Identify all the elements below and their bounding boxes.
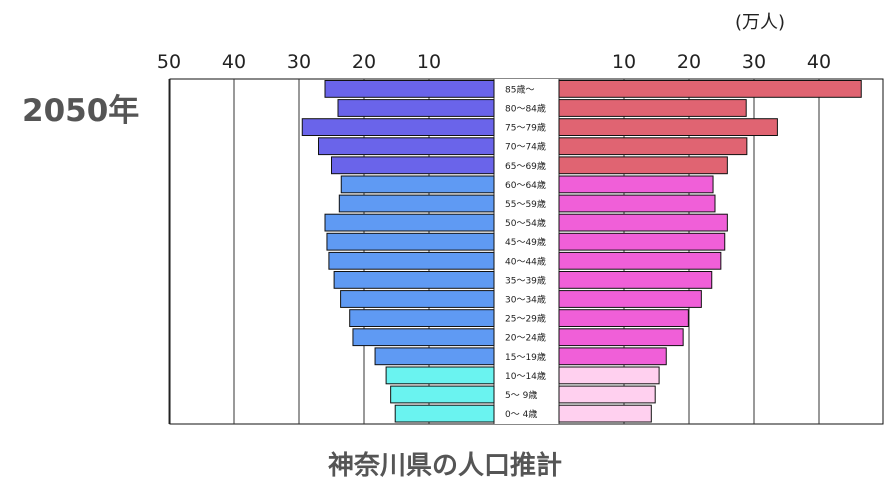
x-tick-label: 30 (742, 51, 766, 73)
year-label: 2050年 (22, 93, 139, 129)
left-bar (324, 80, 495, 98)
age-label: 35～39歳 (505, 274, 546, 286)
age-label: 45～49歳 (505, 236, 546, 248)
left-bar (328, 251, 495, 270)
left-bar (338, 194, 495, 213)
left-bar (301, 118, 495, 136)
age-label: 55～59歳 (505, 198, 546, 210)
right-bar (558, 175, 714, 194)
right-bar (558, 156, 728, 175)
right-bar (558, 232, 726, 251)
left-bar (390, 385, 495, 404)
age-label: 85歳～ (505, 83, 534, 95)
right-bar (558, 404, 652, 423)
left-bar (337, 99, 495, 117)
age-label: 25～29歳 (505, 313, 546, 325)
age-label: 75～79歳 (505, 122, 546, 134)
left-bar (331, 156, 495, 175)
left-bar (385, 366, 495, 385)
age-label: 60～64歳 (505, 179, 546, 191)
x-tick-label: 40 (807, 51, 831, 73)
left-bar (324, 213, 495, 232)
age-label: 15～19歳 (505, 351, 546, 363)
age-labels: 85歳～ 80～84歳 75～79歳 70～74歳 65～69歳 60～64歳 55～59歳… (505, 83, 546, 420)
age-label: 30～34歳 (505, 294, 546, 306)
right-bar (558, 194, 716, 213)
right-bar (558, 271, 713, 289)
chart-title: 神奈川県の人口推計 (328, 450, 562, 481)
age-label: 5～ 9歳 (505, 389, 537, 401)
chart-ticks: 50 40 30 20 10 10 20 30 40 (157, 51, 831, 73)
left-bar (394, 404, 495, 423)
age-label-column (494, 79, 559, 424)
right-bar (558, 251, 722, 270)
chart-grid (168, 78, 884, 425)
right-bar (558, 385, 656, 404)
right-bar (558, 99, 747, 117)
x-tick-label: 20 (677, 51, 701, 73)
x-tick-label: 30 (287, 51, 311, 73)
right-bar (558, 118, 778, 136)
left-bar (352, 328, 495, 347)
right-bar (558, 137, 748, 156)
age-label: 20～24歳 (505, 332, 546, 344)
right-bar (558, 290, 702, 308)
left-bar (326, 232, 495, 251)
age-label: 10～14歳 (505, 370, 546, 382)
left-bar (374, 347, 495, 366)
x-tick-label: 20 (352, 51, 376, 73)
left-bar (340, 290, 495, 308)
x-tick-label: 40 (222, 51, 246, 73)
left-bar (349, 309, 495, 328)
x-tick-label: 10 (417, 51, 441, 73)
age-label: 80～84歳 (505, 103, 546, 115)
age-label: 50～54歳 (505, 217, 546, 229)
right-bar (558, 347, 667, 366)
right-bar (558, 80, 862, 98)
age-label: 70～74歳 (505, 141, 546, 153)
right-bar (558, 328, 684, 347)
x-tick-label: 50 (157, 51, 181, 73)
chart-bars (301, 80, 862, 423)
right-bar (558, 366, 660, 385)
x-tick-label: 10 (612, 51, 636, 73)
age-label: 0～ 4歳 (505, 408, 537, 420)
right-bar (558, 309, 689, 328)
left-bar (318, 137, 495, 156)
right-bar (558, 213, 728, 232)
left-bar (333, 271, 495, 289)
age-label: 40～44歳 (505, 255, 546, 267)
left-bar (340, 175, 495, 194)
unit-label: (万人) (735, 12, 785, 33)
age-label: 65～69歳 (505, 160, 546, 172)
